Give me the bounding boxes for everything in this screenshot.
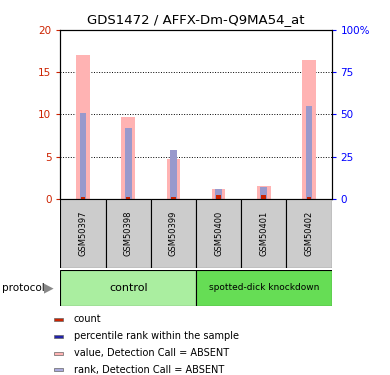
Bar	[53, 318, 62, 321]
Bar	[215, 189, 222, 199]
Text: protocol: protocol	[2, 283, 45, 293]
Bar	[60, 199, 106, 268]
Bar	[80, 112, 87, 199]
Bar	[286, 199, 332, 268]
Bar	[81, 196, 85, 199]
Text: GSM50399: GSM50399	[169, 211, 178, 256]
Text: GSM50397: GSM50397	[78, 211, 87, 256]
Bar	[257, 186, 271, 199]
Bar	[302, 60, 316, 199]
Text: GSM50402: GSM50402	[305, 211, 314, 256]
Text: percentile rank within the sample: percentile rank within the sample	[74, 331, 239, 341]
Bar	[126, 196, 131, 199]
Bar	[60, 270, 196, 306]
Bar	[241, 199, 286, 268]
Bar	[167, 159, 180, 199]
Bar	[212, 189, 225, 199]
Text: rank, Detection Call = ABSENT: rank, Detection Call = ABSENT	[74, 365, 224, 375]
Bar	[106, 199, 151, 268]
Bar	[53, 334, 62, 338]
Text: value, Detection Call = ABSENT: value, Detection Call = ABSENT	[74, 348, 229, 358]
Bar	[196, 199, 241, 268]
Bar	[261, 195, 266, 199]
Text: control: control	[109, 283, 147, 293]
Bar	[307, 196, 311, 199]
Bar	[171, 196, 176, 199]
Bar	[261, 187, 267, 199]
Text: GSM50401: GSM50401	[259, 211, 268, 256]
Bar	[121, 117, 135, 199]
Text: GSM50400: GSM50400	[214, 211, 223, 256]
Text: spotted-dick knockdown: spotted-dick knockdown	[209, 284, 319, 292]
Bar	[53, 351, 62, 355]
Bar	[170, 150, 177, 199]
Bar	[125, 128, 131, 199]
Bar	[53, 368, 62, 372]
Bar	[216, 195, 221, 199]
Text: GSM50398: GSM50398	[124, 211, 133, 256]
Bar	[196, 270, 332, 306]
Bar	[76, 56, 90, 199]
Bar	[305, 106, 312, 199]
Text: count: count	[74, 314, 101, 324]
Text: ▶: ▶	[44, 281, 53, 294]
Bar	[151, 199, 196, 268]
Title: GDS1472 / AFFX-Dm-Q9MA54_at: GDS1472 / AFFX-Dm-Q9MA54_at	[87, 13, 305, 26]
